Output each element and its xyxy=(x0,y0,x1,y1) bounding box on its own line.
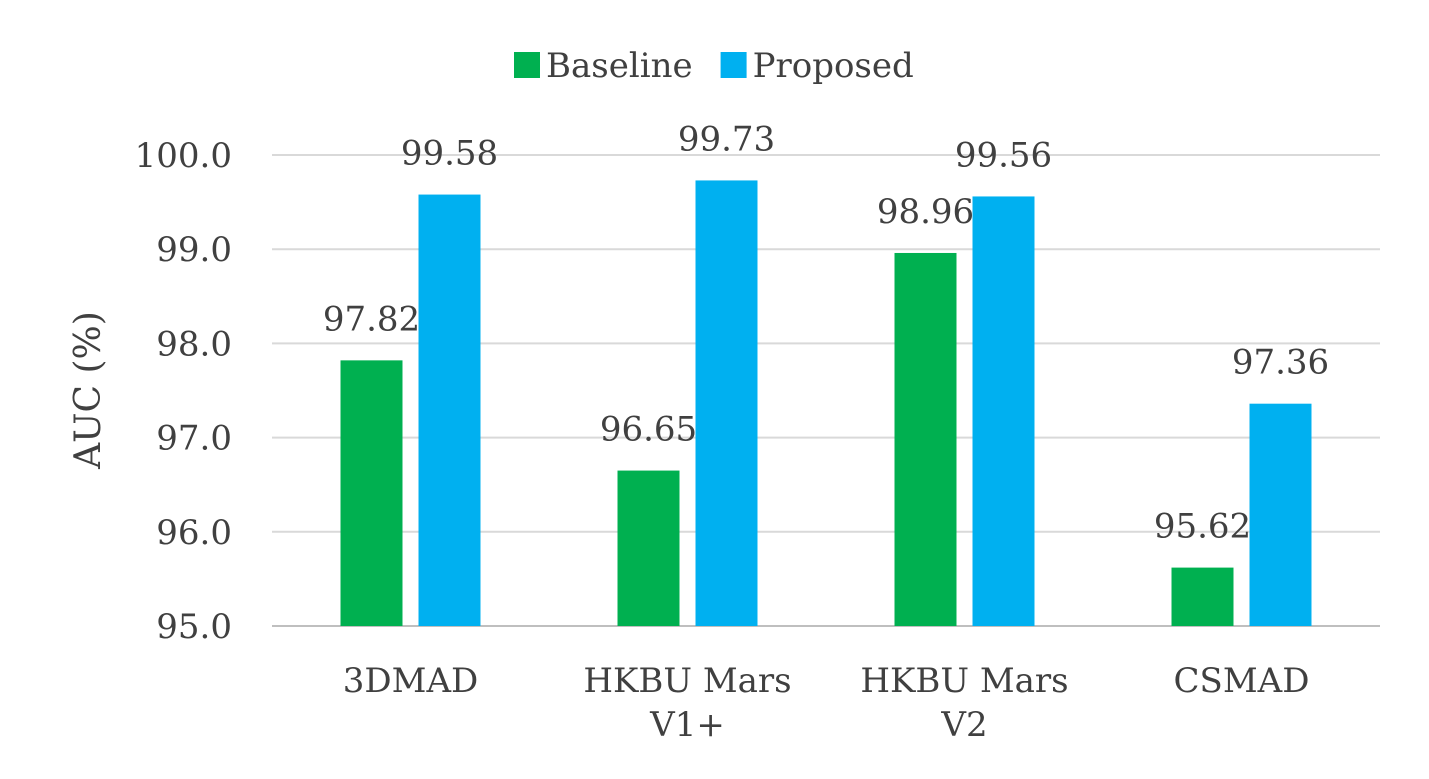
data-labels: 97.82 99.58 96.65 99.73 98.96 99.56 95.62 97.36 xyxy=(323,119,1329,546)
x-tick-label: 3DMAD xyxy=(343,661,479,701)
y-tick-label: 98.0 xyxy=(156,324,232,364)
legend-swatch-baseline xyxy=(514,52,540,78)
legend-label: Proposed xyxy=(753,46,914,86)
bar-baseline xyxy=(894,252,957,626)
data-label: 99.73 xyxy=(678,119,775,159)
data-label: 97.82 xyxy=(323,299,420,339)
y-axis-ticks: 95.0 96.0 97.0 98.0 99.0 100.0 xyxy=(135,136,232,647)
x-tick-label: HKBU Mars xyxy=(860,661,1068,701)
data-label: 96.65 xyxy=(600,410,697,450)
y-tick-label: 96.0 xyxy=(156,513,232,553)
bar-baseline xyxy=(1171,567,1234,626)
x-tick-label: CSMAD xyxy=(1174,661,1310,701)
y-tick-label: 97.0 xyxy=(156,419,232,459)
legend-label: Baseline xyxy=(546,46,693,86)
legend-swatch-proposed xyxy=(720,52,747,78)
bar-baseline xyxy=(617,470,680,626)
x-tick-label: HKBU Mars xyxy=(583,661,791,701)
data-label: 99.58 xyxy=(401,134,498,174)
data-label: 99.56 xyxy=(955,135,1052,175)
y-tick-label: 100.0 xyxy=(135,136,232,176)
bars xyxy=(340,180,1312,626)
data-label: 98.96 xyxy=(877,192,974,232)
y-axis-label: AUC (%) xyxy=(68,311,109,470)
bar-proposed xyxy=(972,196,1035,626)
bar-proposed xyxy=(695,180,758,626)
y-tick-label: 99.0 xyxy=(156,230,232,270)
x-tick-label: V2 xyxy=(940,705,987,745)
y-tick-label: 95.0 xyxy=(156,607,232,647)
data-label: 97.36 xyxy=(1232,343,1329,383)
x-tick-label: V1+ xyxy=(649,705,725,745)
data-label: 95.62 xyxy=(1154,507,1251,547)
bar-proposed xyxy=(418,194,481,626)
legend: Baseline Proposed xyxy=(514,46,914,86)
bar-baseline xyxy=(340,360,403,626)
bar-proposed xyxy=(1249,403,1312,626)
